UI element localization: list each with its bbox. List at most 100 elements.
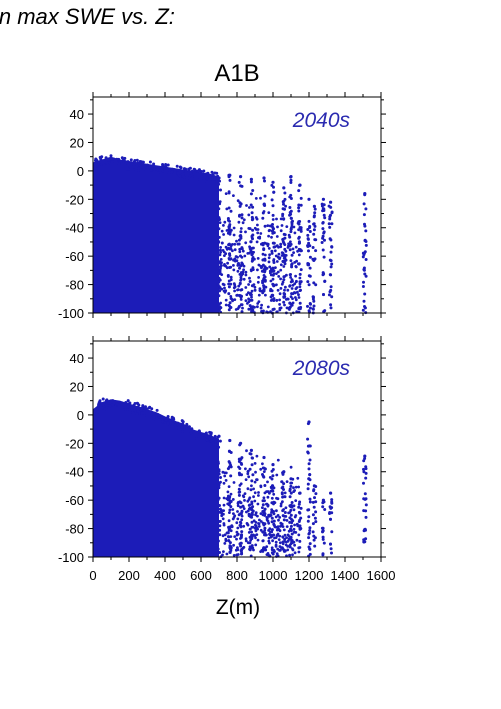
data-point <box>330 530 334 534</box>
data-point <box>221 282 225 286</box>
data-point <box>248 251 251 255</box>
data-point <box>227 285 231 289</box>
data-point <box>234 255 238 258</box>
data-point <box>127 405 130 409</box>
data-point <box>237 493 241 497</box>
data-point <box>228 301 232 305</box>
data-point <box>211 178 215 182</box>
data-point <box>220 241 224 245</box>
data-point <box>364 515 368 519</box>
data-point <box>288 553 292 557</box>
data-point <box>245 293 249 296</box>
data-point <box>288 248 292 252</box>
data-point <box>298 282 302 286</box>
data-point <box>231 249 234 253</box>
data-point <box>266 480 269 484</box>
data-point <box>217 235 221 239</box>
data-point <box>236 242 240 246</box>
data-point <box>263 491 267 495</box>
data-point <box>323 216 327 220</box>
data-point <box>250 295 253 299</box>
data-point <box>257 263 261 267</box>
data-point <box>240 310 244 314</box>
data-point <box>272 185 275 189</box>
data-point <box>249 488 253 492</box>
data-point <box>254 216 258 219</box>
data-point <box>330 222 334 226</box>
data-point <box>289 259 293 262</box>
data-point <box>138 160 142 163</box>
data-point <box>364 503 368 507</box>
data-point <box>308 306 312 310</box>
data-point <box>170 167 174 171</box>
data-point <box>253 534 257 537</box>
data-point <box>321 234 325 238</box>
data-point <box>328 273 332 277</box>
y-tick-label: -20 <box>65 192 84 207</box>
data-point <box>266 495 270 499</box>
data-point <box>259 196 262 200</box>
data-point <box>313 516 317 520</box>
data-point <box>267 211 271 215</box>
data-point <box>147 406 151 410</box>
data-point <box>329 517 332 521</box>
data-point <box>195 437 199 441</box>
data-point <box>256 538 260 542</box>
data-point <box>232 481 236 484</box>
data-point <box>279 524 282 528</box>
data-point <box>236 501 240 504</box>
data-point <box>173 170 177 174</box>
data-point <box>237 460 241 463</box>
data-point <box>329 542 332 546</box>
data-point <box>321 526 325 530</box>
data-point <box>144 407 148 411</box>
data-point <box>262 510 266 514</box>
data-point <box>239 184 243 188</box>
data-point <box>222 233 226 236</box>
data-point <box>255 228 258 231</box>
data-point <box>220 287 224 291</box>
data-point <box>292 225 296 229</box>
data-point <box>185 422 189 426</box>
data-point <box>306 508 310 512</box>
data-point <box>294 265 298 268</box>
data-point <box>261 252 265 256</box>
data-point <box>187 176 191 180</box>
data-point <box>256 302 260 305</box>
data-point <box>122 159 126 163</box>
data-point <box>298 249 302 253</box>
data-point <box>321 498 325 502</box>
data-point <box>364 465 368 469</box>
data-point <box>268 265 272 269</box>
data-point <box>306 437 310 441</box>
data-point <box>268 269 272 273</box>
data-point <box>227 225 231 229</box>
data-point <box>275 272 278 275</box>
data-point <box>244 230 247 234</box>
data-point <box>363 306 367 310</box>
data-point <box>284 204 287 208</box>
data-point <box>109 157 113 161</box>
data-point <box>251 228 255 232</box>
data-point <box>288 308 291 311</box>
data-point <box>289 230 293 234</box>
y-axis: -100 -80 -60 -40 -20 0 20 40 <box>58 343 386 565</box>
data-point <box>240 533 244 537</box>
data-point <box>240 216 244 220</box>
data-point <box>228 526 232 530</box>
data-point <box>299 203 303 207</box>
data-point <box>254 536 257 540</box>
data-point <box>181 172 185 176</box>
data-point <box>292 251 295 255</box>
data-point <box>247 531 251 534</box>
data-point <box>218 504 221 507</box>
data-point <box>313 544 317 548</box>
data-points <box>92 397 368 559</box>
data-point <box>241 249 245 253</box>
data-point <box>279 245 283 249</box>
data-point <box>244 537 248 541</box>
data-point <box>239 544 243 548</box>
data-points <box>93 154 368 315</box>
data-point <box>285 536 288 539</box>
data-point <box>289 242 293 246</box>
